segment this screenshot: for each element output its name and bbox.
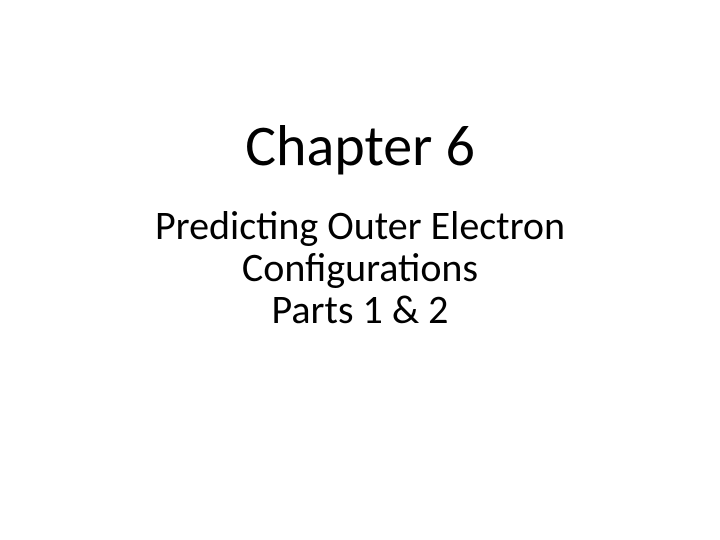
slide-title: Chapter 6 (245, 110, 475, 181)
subtitle-line-2: Configurations (155, 247, 565, 289)
subtitle-line-1: Predicting Outer Electron (155, 205, 565, 247)
subtitle-line-3: Parts 1 & 2 (155, 289, 565, 331)
slide-subtitle: Predicting Outer Electron Configurations… (155, 205, 565, 331)
